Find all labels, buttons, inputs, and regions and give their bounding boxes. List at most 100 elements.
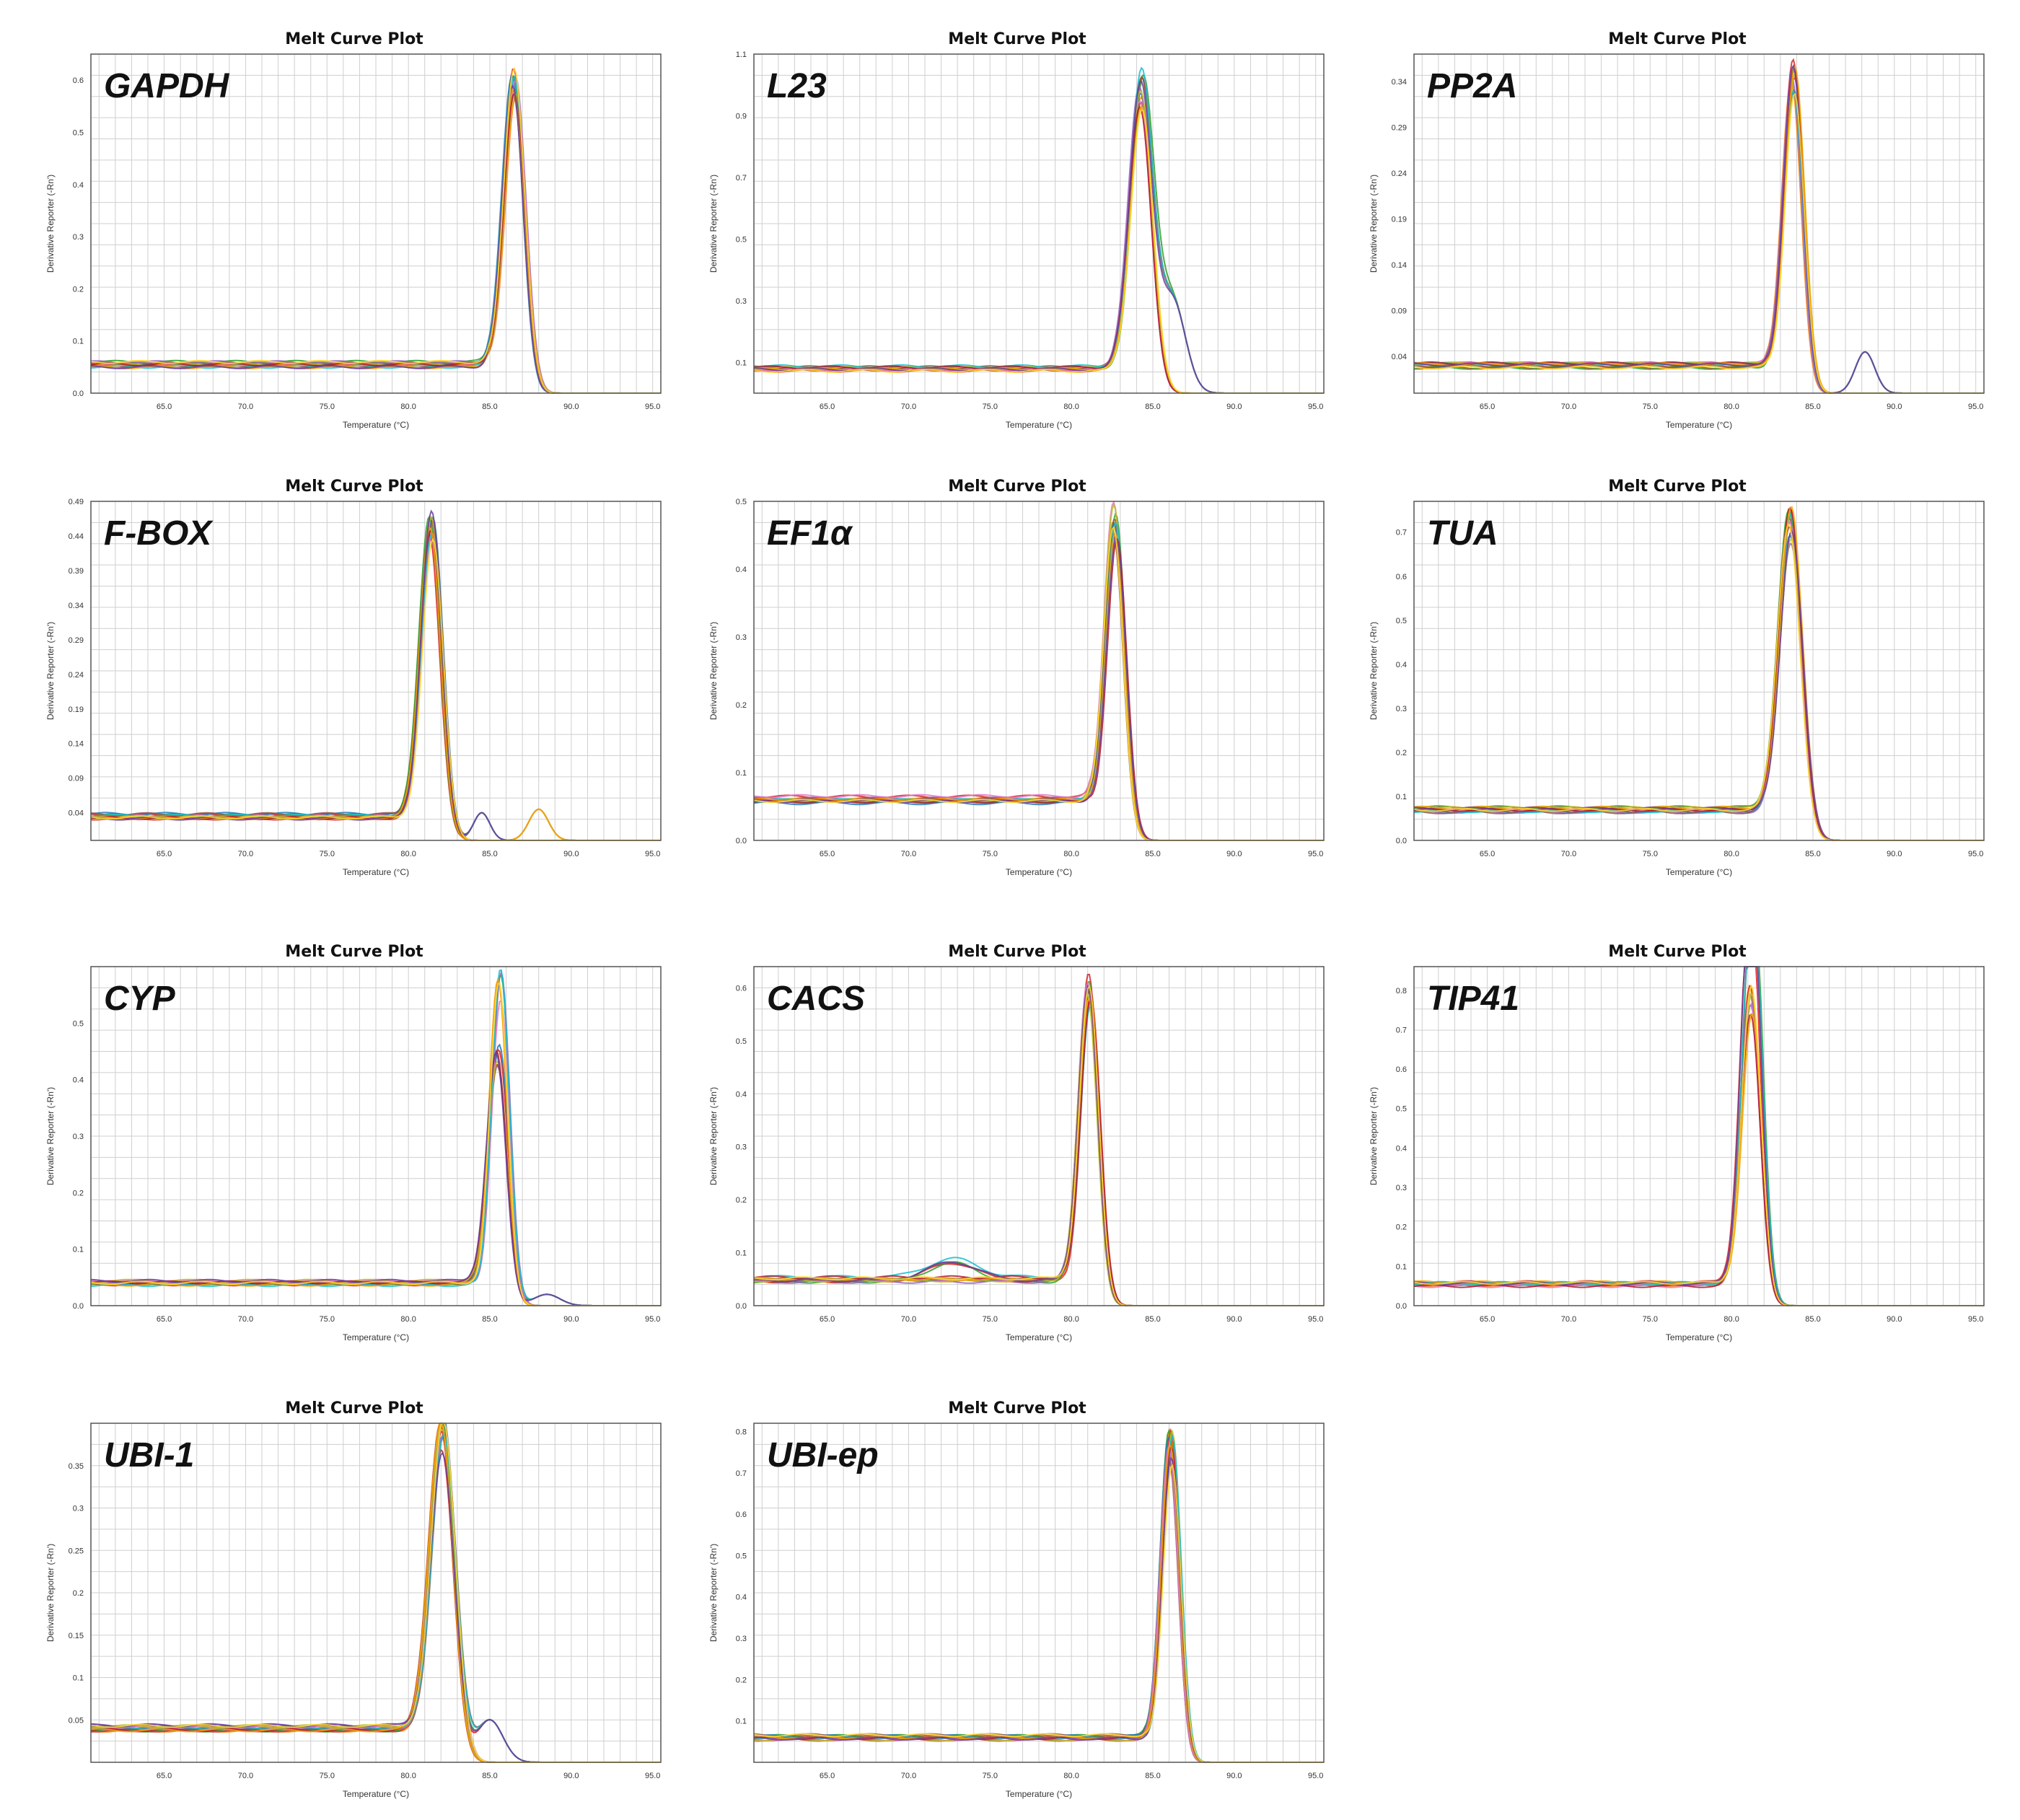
y-tick-label: 0.34 — [1392, 78, 1407, 87]
x-tick-label: 70.0 — [238, 403, 253, 411]
x-tick-label: 85.0 — [482, 1772, 497, 1780]
x-tick-label: 65.0 — [820, 403, 835, 411]
gene-label: UBI-1 — [104, 1436, 194, 1474]
melt-curve-chart: Melt Curve Plot 65.0 70.0 75.0 80.0 85.0 90.0 9… — [45, 943, 662, 1342]
y-tick-label: 0.5 — [73, 1019, 84, 1028]
x-tick-label: 95.0 — [645, 1772, 660, 1780]
x-tick-label: 75.0 — [1643, 403, 1658, 411]
x-tick-label: 80.0 — [400, 850, 416, 858]
x-tick-label: 80.0 — [400, 403, 416, 411]
x-axis-label: Temperature (°C) — [1666, 420, 1732, 430]
y-tick-label: 0.0 — [73, 390, 84, 398]
y-tick-label: 0.3 — [736, 633, 747, 642]
y-tick-label: 0.04 — [1392, 353, 1407, 361]
y-tick-label: 0.49 — [69, 498, 84, 506]
y-tick-label: 0.3 — [736, 1143, 747, 1152]
y-tick-label: 0.1 — [73, 1246, 84, 1254]
plot-border — [1413, 966, 1985, 1306]
y-tick-label: 0.5 — [736, 1037, 747, 1046]
y-tick-label: 1.1 — [736, 50, 747, 59]
plot-border — [90, 53, 662, 394]
y-tick-label: 0.09 — [69, 775, 84, 783]
x-tick-label: 65.0 — [1480, 403, 1495, 411]
gene-label: TIP41 — [1427, 980, 1519, 1018]
y-tick-label: 0.29 — [69, 636, 84, 645]
melt-curve-panel-f-box: Melt Curve Plot 65.0 70.0 75.0 80.0 85.0 90.0 9… — [26, 469, 675, 880]
x-axis-label: Temperature (°C) — [343, 867, 409, 877]
grid — [91, 1423, 661, 1762]
grid — [754, 1423, 1324, 1762]
x-axis-label: Temperature (°C) — [343, 420, 409, 430]
x-tick-label: 90.0 — [563, 403, 579, 411]
plot-border — [1413, 53, 1985, 394]
y-tick-label: 0.3 — [1396, 1184, 1407, 1192]
y-tick-label: 0.7 — [736, 1469, 747, 1478]
melt-curve-chart: Melt Curve Plot 65.0 70.0 75.0 80.0 85.0 90.0 9… — [708, 943, 1325, 1342]
y-axis-label: Derivative Reporter (-Rn') — [1369, 622, 1379, 720]
y-tick-label: 0.4 — [736, 1593, 747, 1602]
y-axis-label: Derivative Reporter (-Rn') — [708, 1087, 719, 1185]
x-tick-label: 85.0 — [1145, 850, 1160, 858]
x-tick-label: 85.0 — [1805, 850, 1820, 858]
plot-border — [753, 966, 1325, 1306]
y-tick-label: 0.5 — [736, 1552, 747, 1560]
x-tick-label: 75.0 — [320, 1315, 335, 1324]
y-tick-label: 0.3 — [73, 1133, 84, 1141]
y-tick-label: 0.0 — [1396, 1302, 1407, 1311]
melt-curve-chart: Melt Curve Plot 65.0 70.0 75.0 80.0 85.0 90.0 9… — [45, 478, 662, 877]
y-axis-label: Derivative Reporter (-Rn') — [708, 622, 719, 720]
y-tick-label: 0.3 — [73, 233, 84, 242]
x-tick-label: 95.0 — [645, 1315, 660, 1324]
melt-curve-chart: Melt Curve Plot 65.0 70.0 75.0 80.0 85.0 90.0 9… — [708, 1399, 1325, 1799]
plot-border — [753, 1423, 1325, 1763]
x-tick-label: 90.0 — [563, 850, 579, 858]
gene-label: EF1α — [767, 514, 853, 553]
y-axis-label: Derivative Reporter (-Rn') — [1369, 175, 1379, 273]
y-tick-label: 0.0 — [73, 1302, 84, 1311]
x-tick-label: 75.0 — [983, 850, 998, 858]
x-tick-label: 95.0 — [645, 403, 660, 411]
melt-curve-chart: Melt Curve Plot 65.0 70.0 75.0 80.0 85.0 90.0 9… — [1369, 30, 1985, 430]
x-tick-label: 95.0 — [1968, 403, 1983, 411]
x-tick-label: 75.0 — [1643, 1315, 1658, 1324]
x-axis-label: Temperature (°C) — [1006, 1332, 1072, 1342]
x-tick-label: 80.0 — [400, 1315, 416, 1324]
y-tick-label: 0.09 — [1392, 307, 1407, 316]
y-tick-label: 0.8 — [1396, 987, 1407, 995]
panel-title: Melt Curve Plot — [948, 30, 1086, 48]
y-tick-label: 0.9 — [736, 112, 747, 120]
panel-title: Melt Curve Plot — [285, 478, 423, 496]
x-tick-label: 80.0 — [1063, 1315, 1079, 1324]
plot-border — [90, 966, 662, 1306]
x-tick-label: 85.0 — [482, 850, 497, 858]
y-tick-label: 0.6 — [1396, 573, 1407, 581]
plot-border — [753, 53, 1325, 394]
grid — [754, 54, 1324, 393]
x-axis-label: Temperature (°C) — [1666, 867, 1732, 877]
gene-label: L23 — [767, 67, 827, 105]
x-tick-label: 85.0 — [1145, 403, 1160, 411]
x-tick-label: 75.0 — [983, 1772, 998, 1780]
panel-title: Melt Curve Plot — [1608, 943, 1747, 961]
x-tick-label: 80.0 — [400, 1772, 416, 1780]
y-tick-label: 0.6 — [736, 1511, 747, 1519]
y-tick-label: 0.4 — [73, 1076, 84, 1085]
melt-curve-panel-ubi-ep: Melt Curve Plot 65.0 70.0 75.0 80.0 85.0 90.0 9… — [689, 1391, 1338, 1802]
x-tick-label: 90.0 — [1887, 850, 1902, 858]
y-tick-label: 0.34 — [69, 602, 84, 610]
x-tick-label: 65.0 — [157, 1315, 172, 1324]
x-tick-label: 75.0 — [1643, 850, 1658, 858]
melt-curve-panel-l23: Melt Curve Plot 65.0 70.0 75.0 80.0 85.0 90.0 9… — [689, 22, 1338, 433]
x-tick-label: 90.0 — [1887, 1315, 1902, 1324]
y-axis-label: Derivative Reporter (-Rn') — [708, 175, 719, 273]
x-tick-label: 75.0 — [320, 403, 335, 411]
y-tick-label: 0.35 — [69, 1462, 84, 1471]
gene-label: GAPDH — [104, 67, 230, 105]
grid — [91, 967, 661, 1306]
y-tick-label: 0.04 — [69, 809, 84, 818]
grid — [754, 967, 1324, 1306]
x-tick-label: 90.0 — [1226, 1315, 1242, 1324]
x-tick-label: 90.0 — [1226, 1772, 1242, 1780]
x-tick-label: 80.0 — [1723, 1315, 1739, 1324]
y-tick-label: 0.1 — [736, 1249, 747, 1258]
